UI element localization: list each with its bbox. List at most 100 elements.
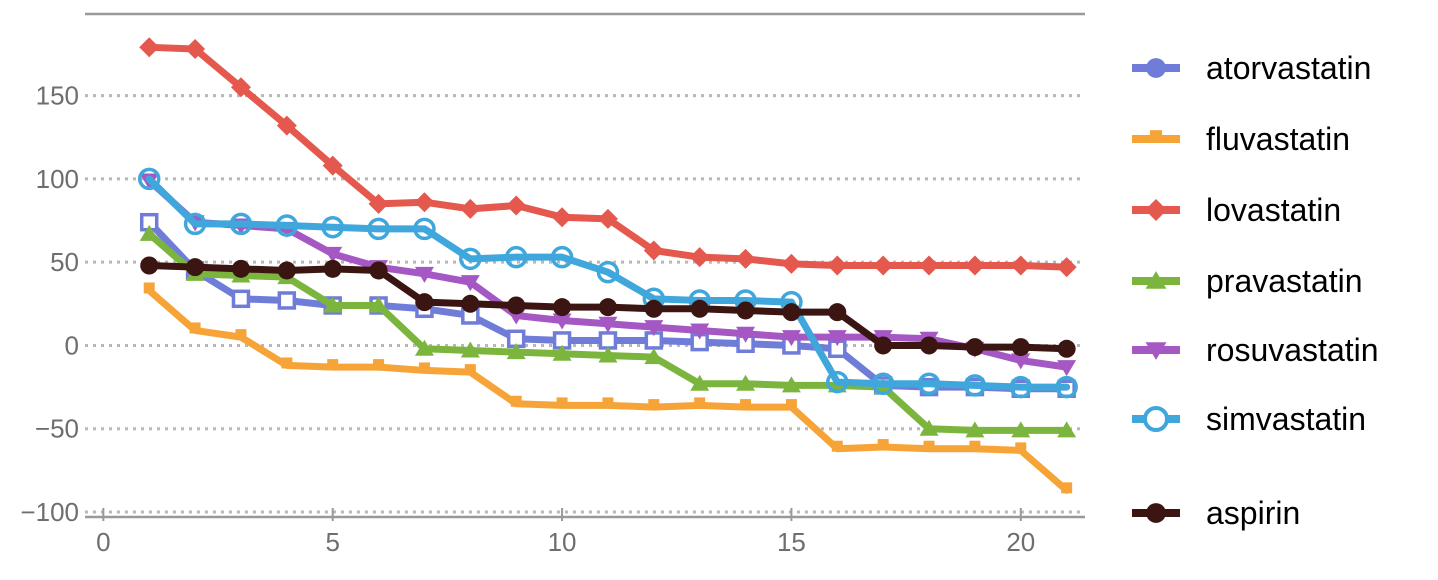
simvastatin-marker-x17 bbox=[871, 372, 895, 396]
pravastatin-marker-x12 bbox=[644, 348, 664, 365]
lovastatin-marker-x12 bbox=[643, 240, 664, 261]
rosuvastatin-marker-x20 bbox=[1011, 353, 1031, 370]
rosuvastatin-marker-x8 bbox=[460, 275, 480, 292]
legend-item-aspirin[interactable]: aspirin bbox=[1132, 495, 1300, 531]
fluvastatin-marker-x7 bbox=[418, 362, 430, 374]
simvastatin-marker-x18 bbox=[917, 372, 941, 396]
simvastatin-line bbox=[145, 175, 1071, 391]
aspirin-marker-x9 bbox=[507, 296, 526, 315]
simvastatin-marker-x19 bbox=[963, 374, 987, 397]
fluvastatin-marker-x16 bbox=[831, 440, 843, 452]
lovastatin-marker-x19 bbox=[964, 255, 985, 276]
lovastatin-legend-label: lovastatin bbox=[1206, 192, 1341, 228]
rosuvastatin-marker-x13 bbox=[690, 323, 710, 340]
fluvastatin-marker-x3 bbox=[235, 329, 247, 341]
fluvastatin-marker-x13 bbox=[694, 397, 706, 409]
aspirin-marker-x21 bbox=[1057, 339, 1076, 358]
fluvastatin-marker-x19 bbox=[969, 440, 981, 452]
simvastatin-marker-x7 bbox=[413, 217, 436, 241]
y-tick-label-50: 50 bbox=[50, 247, 79, 277]
pravastatin-marker-x1 bbox=[139, 224, 159, 241]
aspirin-legend-marker-icon bbox=[1146, 503, 1166, 523]
fluvastatin-marker-x12 bbox=[648, 399, 660, 411]
simvastatin-marker-x9 bbox=[504, 245, 528, 269]
fluvastatin-marker-x8 bbox=[464, 364, 476, 376]
aspirin-marker-x12 bbox=[644, 299, 663, 318]
legend-item-atorvastatin[interactable]: atorvastatin bbox=[1132, 50, 1371, 86]
aspirin-legend-label: aspirin bbox=[1206, 495, 1300, 531]
lovastatin-marker-x18 bbox=[919, 255, 940, 276]
series-simvastatin bbox=[137, 167, 1078, 399]
series-aspirin bbox=[140, 256, 1076, 358]
legend-item-pravastatin[interactable]: pravastatin bbox=[1132, 263, 1363, 299]
pravastatin-legend-marker-icon bbox=[1145, 271, 1167, 289]
lovastatin-marker-x16 bbox=[827, 255, 848, 276]
aspirin-marker-x6 bbox=[369, 261, 388, 280]
y-tick-label--100: −100 bbox=[20, 497, 79, 527]
fluvastatin-marker-x4 bbox=[281, 357, 293, 369]
y-tick-label-100: 100 bbox=[36, 164, 79, 194]
lovastatin-marker-x10 bbox=[552, 207, 573, 228]
simvastatin-marker-x2 bbox=[183, 212, 207, 236]
aspirin-marker-x13 bbox=[690, 299, 709, 318]
simvastatin-marker-x8 bbox=[459, 247, 482, 271]
lovastatin-marker-x8 bbox=[460, 198, 481, 219]
aspirin-marker-x10 bbox=[553, 298, 572, 317]
lovastatin-marker-x21 bbox=[1056, 257, 1077, 278]
lovastatin-marker-x9 bbox=[506, 195, 527, 216]
atorvastatin-marker-x4 bbox=[277, 291, 297, 310]
lovastatin-marker-x5 bbox=[322, 155, 343, 176]
aspirin-marker-x17 bbox=[874, 336, 893, 355]
legend-item-fluvastatin[interactable]: fluvastatin bbox=[1132, 121, 1350, 157]
atorvastatin-marker-x3 bbox=[231, 289, 251, 309]
simvastatin-marker-x21 bbox=[1055, 375, 1078, 399]
fluvastatin-marker-x2 bbox=[189, 322, 201, 334]
simvastatin-marker-x6 bbox=[367, 217, 390, 241]
tick-labels: 150 100 50 0 −50 −100 0 5 10 15 20 bbox=[20, 81, 1035, 557]
simvastatin-marker-x5 bbox=[321, 215, 344, 239]
lovastatin-marker-x4 bbox=[276, 115, 297, 136]
x-tick-label-10: 10 bbox=[548, 527, 577, 557]
lovastatin-marker-x15 bbox=[781, 253, 802, 274]
rosuvastatin-marker-x15 bbox=[781, 330, 801, 347]
pravastatin-marker-x10 bbox=[552, 344, 572, 361]
pravastatin-marker-x8 bbox=[460, 341, 480, 358]
simvastatin-legend-marker-icon bbox=[1143, 406, 1169, 432]
simvastatin-marker-x4 bbox=[275, 214, 299, 237]
lovastatin-legend-marker-icon bbox=[1145, 199, 1167, 221]
axes bbox=[85, 12, 1085, 521]
legend-item-simvastatin[interactable]: simvastatin bbox=[1132, 401, 1366, 437]
legend-item-rosuvastatin[interactable]: rosuvastatin bbox=[1132, 332, 1379, 368]
y-tick-label-0: 0 bbox=[65, 330, 79, 360]
lovastatin-marker-x6 bbox=[368, 193, 389, 214]
x-tick-label-20: 20 bbox=[1006, 527, 1035, 557]
x-tick-label-15: 15 bbox=[777, 527, 806, 557]
legend: atorvastatin fluvastatin lovastatin pravast… bbox=[1132, 50, 1379, 531]
series-fluvastatin bbox=[143, 282, 1073, 494]
legend-item-lovastatin[interactable]: lovastatin bbox=[1132, 192, 1341, 228]
aspirin-marker-x14 bbox=[736, 301, 755, 320]
aspirin-marker-x3 bbox=[231, 259, 250, 278]
aspirin-marker-x19 bbox=[965, 338, 984, 357]
rosuvastatin-legend-label: rosuvastatin bbox=[1206, 332, 1379, 368]
lovastatin-marker-x13 bbox=[689, 247, 710, 268]
atorvastatin-marker-x11 bbox=[598, 331, 618, 350]
y-tick-label-150: 150 bbox=[36, 81, 79, 111]
fluvastatin-marker-x20 bbox=[1015, 442, 1027, 454]
aspirin-marker-x11 bbox=[598, 298, 617, 317]
aspirin-marker-x4 bbox=[277, 261, 296, 280]
simvastatin-legend-label: simvastatin bbox=[1206, 401, 1366, 437]
series-lovastatin bbox=[139, 37, 1077, 278]
rosuvastatin-marker-x7 bbox=[414, 266, 434, 283]
pravastatin-marker-x20 bbox=[1011, 421, 1031, 438]
pravastatin-marker-x5 bbox=[323, 296, 343, 313]
fluvastatin-marker-x14 bbox=[740, 399, 752, 411]
fluvastatin-marker-x9 bbox=[510, 395, 522, 407]
fluvastatin-legend-label: fluvastatin bbox=[1206, 121, 1350, 157]
lovastatin-marker-x2 bbox=[185, 38, 206, 59]
pravastatin-marker-x14 bbox=[736, 374, 756, 391]
pravastatin-marker-x9 bbox=[506, 343, 526, 360]
lovastatin-marker-x1 bbox=[139, 37, 160, 58]
